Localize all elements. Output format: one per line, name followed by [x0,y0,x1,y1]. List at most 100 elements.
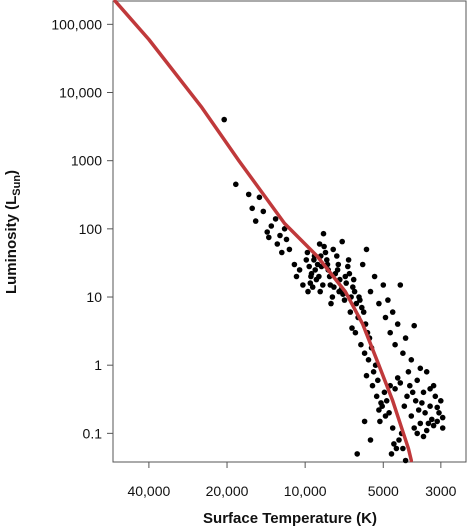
star-point [316,241,323,247]
star-point [367,437,374,443]
star-point [402,335,409,341]
star-point [311,257,317,263]
star-point [394,375,401,381]
star-point [331,284,337,290]
y-axis-title-sub: Sun [11,175,23,196]
star-point [320,230,327,237]
star-point [380,282,387,288]
star-point [313,276,320,283]
star-point [293,273,300,280]
star-point [427,403,433,410]
star-point [291,261,298,268]
star-point [350,284,356,290]
star-point [432,393,439,400]
star-point [434,418,441,425]
star-point [314,261,321,268]
star-point [308,270,315,277]
star-point [343,280,350,286]
star-point [371,273,378,280]
y-axis-title-main: Luminosity (L [3,196,20,294]
star-point [409,389,416,396]
star-point [342,273,349,280]
star-point [312,267,319,273]
x-axis-title: Surface Temperature (K) [203,510,377,527]
star-point [317,288,324,295]
star-point [408,357,415,363]
star-point [363,246,370,253]
star-point [438,398,444,404]
star-point [329,294,336,300]
star-point [396,437,402,443]
star-point [411,322,418,329]
star-point [303,257,310,263]
star-point [397,282,404,288]
star-point [359,304,365,311]
star-point [349,325,355,331]
star-point [249,205,255,212]
star-point [436,410,442,416]
x-axis-ticks: 40,000 20,000 10,000 5000 3000 [127,462,457,499]
star-point [264,229,271,235]
star-point [274,241,281,247]
star-point [296,267,303,273]
star-point [330,246,337,253]
star-point [377,418,383,425]
star-point [385,297,391,303]
star-point [357,297,363,303]
star-point [361,350,368,357]
data-points [221,116,446,464]
y-tick-label: 1 [94,357,102,373]
star-point [352,329,359,336]
star-point [350,276,357,283]
star-point [415,407,422,413]
star-point [411,425,418,431]
star-point [321,243,327,250]
star-point [300,282,306,288]
star-point [420,389,427,396]
star-point [320,282,326,288]
star-point [286,246,293,253]
plot-frame [112,0,467,463]
star-point [335,261,342,268]
star-point [422,410,428,416]
star-point [266,234,272,241]
star-point [425,420,432,427]
star-point [339,238,346,245]
star-point [427,386,433,392]
star-point [358,341,364,348]
main-sequence-line [113,0,414,463]
star-point [281,226,288,232]
x-tick-label: 10,000 [284,483,327,499]
star-point [420,433,427,440]
star-point [370,369,377,375]
y-tick-label: 10,000 [59,85,102,101]
star-point [407,382,413,389]
star-point [345,263,351,270]
x-tick-label: 40,000 [127,483,170,499]
x-tick-label: 20,000 [206,483,249,499]
star-point [341,297,348,303]
y-tick-label: 10 [86,289,102,305]
star-point [279,249,285,256]
star-point [304,249,311,256]
star-point [388,451,395,457]
star-point [360,309,367,315]
star-point [412,398,419,404]
star-point [429,416,435,423]
star-point [389,425,396,431]
star-point [245,191,252,198]
star-point [419,400,425,406]
star-point [346,270,353,277]
star-point [233,181,239,188]
star-point [336,288,342,295]
star-point [394,321,401,327]
star-point [359,261,366,268]
star-point [324,257,330,263]
star-point [383,398,390,404]
star-point [423,427,430,434]
x-tick-label: 3000 [425,483,456,499]
star-point [328,300,334,307]
star-point [353,300,360,307]
star-point [260,208,267,215]
